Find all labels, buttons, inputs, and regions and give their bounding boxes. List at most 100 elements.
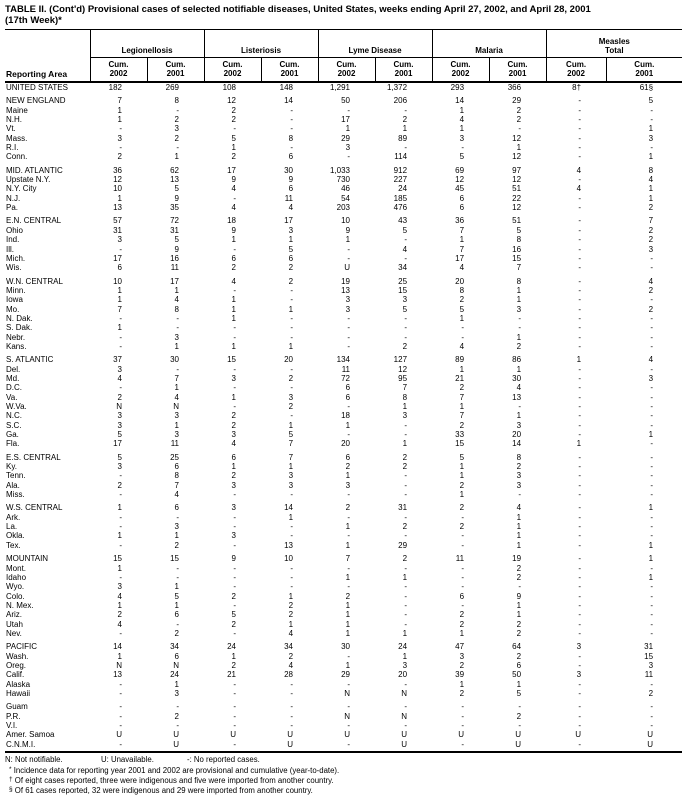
table-row: E.S. CENTRAL 5 25 6 7 6 2 5 8- - [5,449,682,462]
footnote: * Incidence data for reporting year 2001… [9,766,340,776]
reporting-area-cell: S.C. [6,420,22,430]
reporting-area-cell: Mich. [6,253,26,263]
value-cell: - [650,619,654,629]
table-row: Oreg. N N 2 4 1 3 2 6 - 3 [5,661,682,670]
value-cell: 2 [174,540,179,550]
table-row: N. Mex. 1 1 - 2 1 - - 1 - - [5,601,682,610]
value-cell: - [578,175,582,185]
value-cell: 2 [459,522,465,532]
value-cell: 2 [117,392,122,402]
value-cell: 4 [231,203,236,213]
value-cell: - [461,531,465,541]
value-cell: 8 [174,304,179,314]
value-cell: - [461,323,465,333]
value-cell: - [347,313,351,323]
value-cell: 2 [174,628,179,638]
value-cell: 269 [165,83,179,92]
value-cell: - [650,392,654,402]
value-cell: - [404,591,408,601]
table-row: R.I. - - 1 - 3 - - 1 - - [5,143,682,152]
value-cell: 34 [398,263,408,273]
value-cell: 3 [402,411,408,421]
reporting-area-cell: Calif. [6,670,25,680]
table-row: Utah 4 - 2 1 1 - 2 2 - - [5,620,682,629]
value-cell: - [347,253,351,263]
value-cell: 14 [284,503,294,513]
value-cell: 34 [284,642,294,652]
value-cell: 6 [288,152,294,162]
value-cell: 9 [288,175,294,185]
value-cell: 7 [288,439,294,449]
value-cell: 8 [288,133,294,143]
value-cell: - [578,452,582,462]
value-cell: 1 [576,355,582,365]
value-cell: - [290,364,294,374]
value-cell: - [290,323,294,333]
table-row: Ga. 5 3 3 5- -33 20-1 [5,430,682,439]
value-cell: - [176,512,179,522]
value-cell: 7 [516,263,522,273]
value-cell: - [347,563,351,573]
value-cell: - [404,679,408,689]
value-cell: 2 [516,462,522,472]
value-cell: 7 [459,411,465,421]
value-cell: 3 [288,225,294,235]
reporting-area-cell: Pa. [6,203,19,213]
value-cell: 3 [648,133,654,143]
column-group-malaria: Malaria [431,29,547,58]
value-cell: - [650,402,654,411]
table-row: E.N. CENTRAL 57 72 18 17 10 43 36 51 - 7 [5,212,682,225]
table-title: TABLE II. (Cont'd) Provisional cases of … [5,4,682,26]
value-cell: - [650,702,654,712]
value-cell: - [650,115,654,125]
value-cell: 13 [113,670,122,680]
table-row: Alaska - 1 - - - - 1 1 - - [5,680,682,689]
reporting-area-cell: Miss. [6,490,25,500]
table-row: W.Va. N N - 2 - 1 1 - - - [5,402,682,411]
table-body: UNITED STATES 182 269 108 148 1,291 1,372 293 36… [5,82,683,754]
value-cell: - [578,276,582,286]
reporting-area-cell: N.H. [6,115,22,125]
value-cell: - [578,688,582,698]
value-cell: 1 [459,471,465,481]
value-cell: 2 [288,373,294,383]
value-cell: - [176,105,179,115]
column-subheader-legionellosis-cum-2002: Cum. 2002 [89,57,147,83]
value-cell: - [578,143,582,153]
value-cell: 1 [402,572,408,582]
value-cell: - [233,402,236,411]
value-cell: 2 [288,276,294,286]
value-cell: - [578,471,582,481]
value-cell: 37 [113,355,122,365]
value-cell: 1 [459,364,465,374]
value-cell: 50 [341,96,351,106]
value-cell: 2 [648,225,654,235]
value-cell: - [404,235,408,245]
value-cell: - [404,563,408,573]
value-cell: 4 [648,175,654,185]
table-row: Pa. 13 35 4 4 203 476 6 12 - 2 [5,203,682,212]
value-cell: 1 [459,628,465,638]
value-cell: 7 [459,244,465,254]
value-cell: - [650,364,654,374]
value-cell: - [233,711,236,721]
table-row: Conn. 2 1 2 6-114 5 12-1 [5,152,682,161]
value-cell: 17 [227,165,236,175]
value-cell: - [347,721,351,730]
value-cell: 2 [174,133,179,143]
value-cell: 13 [512,392,522,402]
reporting-area-cell: E.S. CENTRAL [6,452,61,462]
value-cell: 182 [108,83,122,92]
value-cell: - [578,392,582,402]
value-cell: 5 [174,235,179,245]
value-cell: - [347,105,351,115]
value-cell: - [347,430,351,440]
table-row: Mass. 3 2 5 8 29 89 3 12 - 3 [5,134,682,143]
value-cell: 14 [512,439,522,449]
legend-item: -: No reported cases. [187,755,260,765]
value-cell: U [489,739,547,754]
value-cell: - [461,572,465,582]
value-cell: - [650,439,654,449]
value-cell: 30 [284,165,294,175]
value-cell: 3 [117,364,122,374]
